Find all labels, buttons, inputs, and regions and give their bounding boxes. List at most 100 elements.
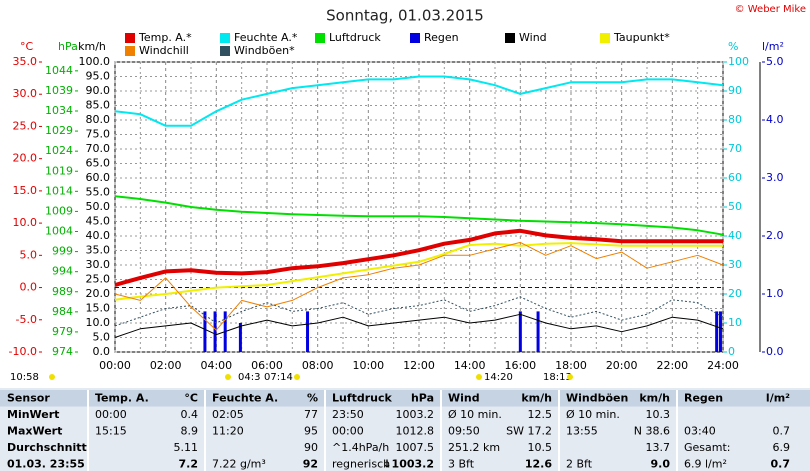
rain-bar	[536, 311, 540, 352]
y-tick-label: 2.0	[766, 229, 784, 242]
x-tick-label: 24:00	[707, 359, 739, 372]
y-tick-label: 1019	[45, 164, 73, 177]
rain-bar	[203, 311, 207, 352]
y-tick-label: 25.0	[13, 119, 38, 132]
y-tick-label: 80.0	[86, 113, 111, 126]
y-tick-label: 3.0	[766, 171, 784, 184]
rain-bar	[715, 311, 719, 352]
table-cell: SW 17.2	[506, 424, 552, 437]
table-cell: 23:50	[332, 408, 364, 421]
rain-bar	[238, 323, 242, 352]
y-tick-label: 75.0	[86, 128, 111, 141]
legend-label: Luftdruck	[329, 31, 381, 44]
y-tick-label: 20.0	[86, 287, 111, 300]
y-tick-label: 974	[52, 345, 73, 358]
table-cell: 00:00	[95, 408, 127, 421]
table-cell: 10.3	[646, 408, 671, 421]
series-line	[114, 75, 724, 127]
legend-swatch	[315, 33, 325, 43]
table-cell: 12.6	[525, 457, 552, 470]
y-tick-label: 0	[728, 345, 735, 358]
legend-label: Feuchte A.*	[234, 31, 298, 44]
y-tick-label: 40	[728, 229, 742, 242]
y-tick-label: 0.0	[93, 345, 111, 358]
sun-icon	[567, 374, 573, 380]
x-tick-label: 06:00	[251, 359, 283, 372]
table-cell: 12.5	[528, 408, 553, 421]
y-tick-label: 60	[728, 171, 742, 184]
table-cell: Gesamt:	[684, 441, 731, 454]
sun-time: 07:14	[264, 372, 293, 383]
y-tick-label: 1009	[45, 204, 73, 217]
chart-title: Sonntag, 01.03.2015	[326, 7, 484, 25]
table-cell: 7.2	[179, 457, 199, 470]
table-cell: Ø 10 min.	[566, 408, 620, 421]
table-cell: Durchschnitt	[7, 441, 87, 454]
x-tick-label: 22:00	[656, 359, 688, 372]
axis-unit: km/h	[78, 40, 106, 53]
table-cell: l/m²	[766, 391, 790, 404]
y-tick-label: 10.0	[86, 316, 111, 329]
y-tick-label: 55.0	[86, 186, 111, 199]
table-cell: km/h	[521, 391, 552, 404]
y-tick-label: 994	[52, 265, 73, 278]
legend-label: Taupunkt*	[613, 31, 670, 44]
x-tick-label: 00:00	[99, 359, 131, 372]
table-cell: Feuchte A.	[212, 391, 278, 404]
y-tick-label: 95.0	[86, 70, 111, 83]
y-tick-label: 10	[728, 316, 742, 329]
legend-label: Regen	[424, 31, 459, 44]
x-tick-label: 08:00	[302, 359, 334, 372]
y-tick-label: 1014	[45, 184, 73, 197]
table-cell: 02:05	[212, 408, 244, 421]
table-cell: 00:00	[332, 424, 364, 437]
table-cell: hPa	[411, 391, 434, 404]
table-cell: Regen	[684, 391, 723, 404]
legend-label: Windböen*	[234, 44, 295, 57]
y-tick-label: 5.0	[766, 55, 784, 68]
table-cell: 92	[303, 457, 318, 470]
y-tick-label: 5.0	[20, 248, 38, 261]
table-cell: 3 Bft	[448, 457, 475, 470]
y-tick-label: 100.0	[79, 55, 111, 68]
table-cell: 5.11	[174, 441, 199, 454]
series-line	[114, 195, 724, 236]
series-line	[114, 241, 724, 331]
y-tick-label: 1029	[45, 124, 73, 137]
table-cell: 8.9	[181, 424, 199, 437]
axis-unit: °C	[20, 40, 34, 53]
sun-time: 10:58	[10, 372, 39, 383]
y-tick-label: 80	[728, 113, 742, 126]
table-cell: 11:20	[212, 424, 244, 437]
sun-icon	[476, 374, 482, 380]
table-cell: Temp. A.	[95, 391, 149, 404]
rain-bar	[306, 311, 310, 352]
table-cell: Ø 10 min.	[448, 408, 502, 421]
table-cell: Luftdruck	[332, 391, 393, 404]
y-tick-label: 70.0	[86, 142, 111, 155]
table-cell: 15:15	[95, 424, 127, 437]
sun-time: 18:13	[543, 372, 572, 383]
y-tick-label: 65.0	[86, 157, 111, 170]
table-cell: 01.03. 23:55	[7, 457, 85, 470]
legend-swatch	[125, 46, 135, 56]
table-cell: 6.9	[773, 441, 791, 454]
y-tick-label: 35.0	[13, 55, 38, 68]
legend-label: Windchill	[139, 44, 189, 57]
table-cell: 7.22 g/m³	[212, 457, 266, 470]
table-cell: Windböen	[566, 391, 628, 404]
y-tick-label: 50	[728, 200, 742, 213]
table-cell: 90	[304, 441, 318, 454]
axis-unit: l/m²	[762, 40, 784, 53]
y-tick-label: -5.0	[16, 313, 37, 326]
x-tick-label: 04:00	[200, 359, 232, 372]
table-cell: 03:40	[684, 424, 716, 437]
x-tick-label: 02:00	[150, 359, 182, 372]
sun-time: 14:20	[484, 372, 513, 383]
legend-swatch	[600, 33, 610, 43]
table-cell: 0.7	[773, 424, 791, 437]
y-tick-label: 85.0	[86, 99, 111, 112]
rain-bar	[718, 311, 722, 352]
y-tick-label: 1024	[45, 144, 73, 157]
